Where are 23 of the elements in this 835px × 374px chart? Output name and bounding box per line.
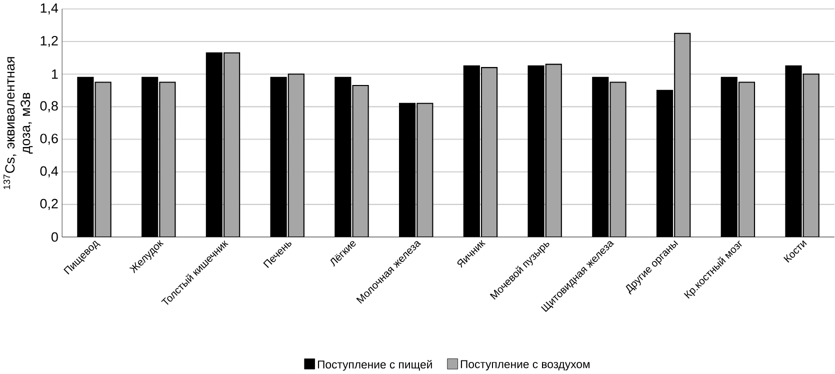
bar: [610, 82, 626, 237]
y-tick-label: 1,2: [40, 36, 58, 48]
y-tick-label: 0,6: [40, 134, 58, 145]
bar: [159, 82, 176, 237]
bar: [545, 64, 562, 237]
bar: [224, 52, 240, 237]
y-tick-label: 1,4: [40, 3, 58, 14]
y-tick-label: 0,8: [40, 101, 58, 112]
y-axis-title: $^{137}$Cs, эквивалентная доза, мЗв: [3, 57, 33, 190]
bar: [674, 32, 691, 237]
legend-label: Поступление с воздухом: [460, 360, 590, 370]
bar: [416, 102, 434, 237]
bar: [94, 82, 112, 237]
bar: [480, 67, 498, 237]
y-tick-label: 0: [51, 232, 58, 242]
y-tick-label: 1: [52, 69, 58, 79]
legend-label: Поступление с пищей: [318, 360, 432, 371]
bar: [802, 74, 820, 237]
bar: [352, 84, 369, 237]
y-tick-label: 0,2: [40, 198, 58, 210]
y-tick-label: 0,4: [40, 166, 58, 178]
bar: [288, 74, 304, 237]
bar: [738, 82, 756, 237]
